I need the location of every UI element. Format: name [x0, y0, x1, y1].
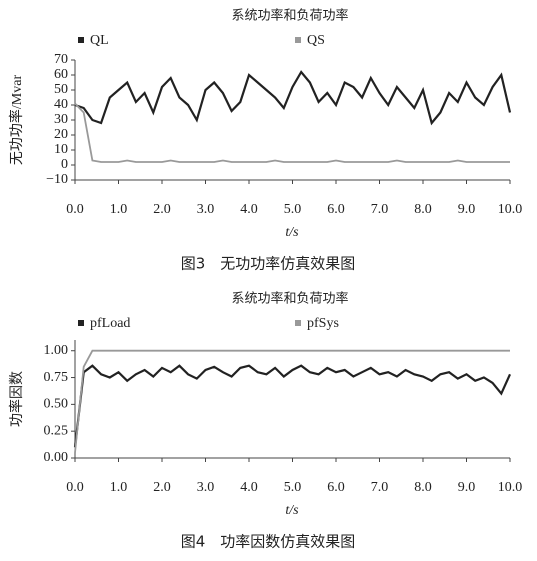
x-tick-label: 4.0: [240, 202, 258, 217]
x-tick-label: 6.0: [327, 202, 345, 217]
x-tick-label: 2.0: [153, 202, 171, 217]
line-series: [74, 102, 510, 163]
legend-label: pfLoad: [90, 316, 130, 331]
line-series: [74, 349, 510, 453]
y-axis-label: 功率因数: [8, 371, 25, 427]
legend-swatch: [295, 320, 301, 326]
x-axis-label: t/s: [285, 225, 299, 240]
figure-caption: 图3 无功功率仿真效果图: [181, 255, 356, 273]
chart-title: 系统功率和负荷功率: [231, 291, 348, 307]
x-tick-label: 5.0: [284, 480, 302, 495]
legend-label: pfSys: [307, 316, 339, 331]
x-tick-label: 7.0: [371, 202, 389, 217]
x-tick-label: 0.0: [66, 480, 84, 495]
x-tick-label: 10.0: [498, 480, 523, 495]
figure-caption: 图4 功率因数仿真效果图: [181, 533, 356, 551]
x-tick-label: 2.0: [153, 480, 171, 495]
y-tick-label: 0.00: [44, 450, 69, 465]
y-tick-label: 10: [54, 142, 68, 157]
legend-swatch: [78, 320, 84, 326]
line-series: [74, 70, 512, 126]
x-tick-label: 8.0: [414, 480, 432, 495]
x-tick-label: 6.0: [327, 480, 345, 495]
x-tick-label: 0.0: [66, 202, 84, 217]
x-axis-label: t/s: [285, 503, 299, 518]
y-axis-label: 无功功率/Mvar: [8, 75, 25, 166]
x-tick-label: 3.0: [197, 202, 215, 217]
y-tick-label: 60: [54, 67, 68, 82]
y-tick-label: 0.25: [44, 423, 69, 438]
y-tick-label: −10: [46, 172, 68, 187]
x-tick-label: 7.0: [371, 480, 389, 495]
legend-swatch: [295, 37, 301, 43]
x-tick-label: 1.0: [110, 202, 128, 217]
x-tick-label: 1.0: [110, 480, 128, 495]
x-tick-label: 9.0: [458, 202, 476, 217]
y-tick-label: 0.50: [44, 397, 69, 412]
y-tick-label: 0: [61, 157, 68, 172]
y-tick-label: 70: [54, 52, 68, 67]
y-tick-label: 30: [54, 112, 68, 127]
x-tick-label: 10.0: [498, 202, 523, 217]
legend-label: QL: [90, 33, 109, 48]
y-tick-label: 50: [54, 82, 68, 97]
x-tick-label: 9.0: [458, 480, 476, 495]
y-tick-label: 0.75: [44, 370, 69, 385]
x-tick-label: 3.0: [197, 480, 215, 495]
y-tick-label: 20: [54, 127, 68, 142]
x-tick-label: 8.0: [414, 202, 432, 217]
y-tick-label: 40: [54, 97, 68, 112]
line-series: [73, 364, 512, 448]
y-tick-label: 1.00: [44, 343, 69, 358]
chart-title: 系统功率和负荷功率: [231, 8, 348, 24]
legend-label: QS: [307, 33, 325, 48]
x-tick-label: 5.0: [284, 202, 302, 217]
x-tick-label: 4.0: [240, 480, 258, 495]
legend-swatch: [78, 37, 84, 43]
